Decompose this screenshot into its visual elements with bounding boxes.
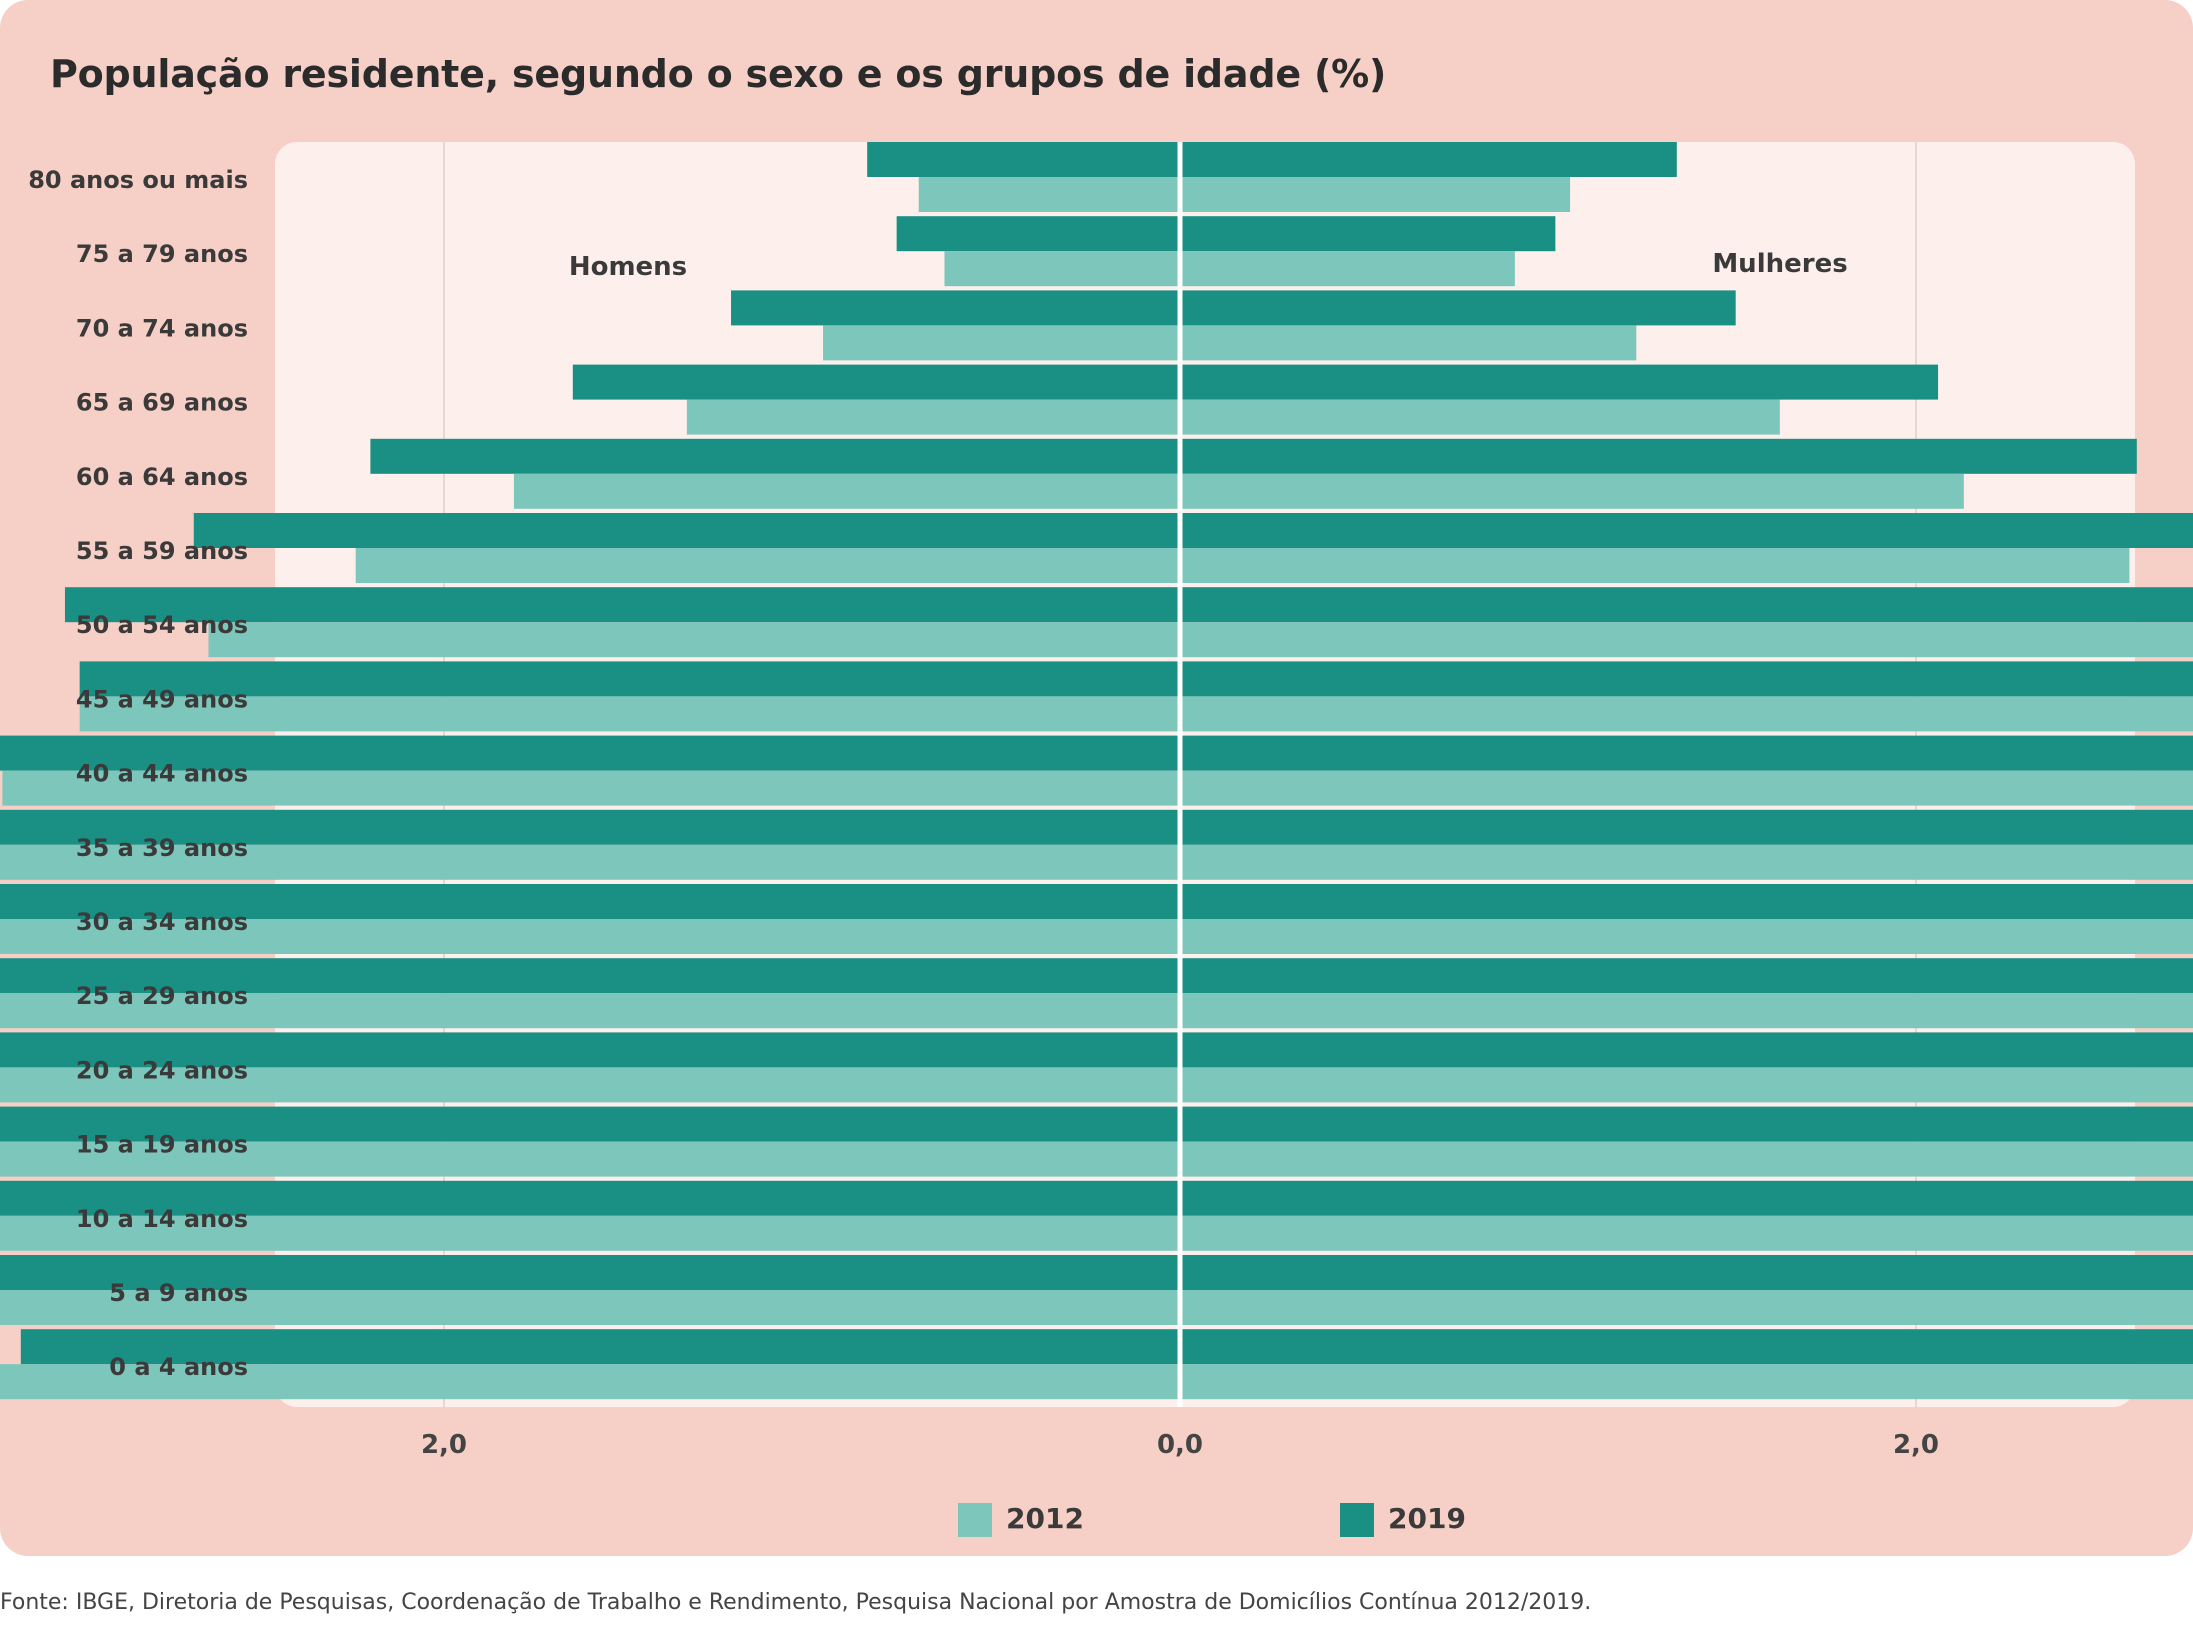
bar-2019-mulheres [1180, 1032, 2193, 1068]
bar-2019-homens [0, 958, 1181, 994]
bar-2012-homens [0, 844, 1180, 880]
group-label-homens: Homens [569, 252, 687, 282]
bar-2012-mulheres [1180, 1141, 2193, 1177]
bar-2019-homens [193, 513, 1180, 548]
bar-2012-mulheres [1180, 1215, 2193, 1251]
legend-label-2012: 2012 [1006, 1502, 1084, 1535]
bar-2012-homens [208, 622, 1181, 658]
bar-2019-homens [0, 809, 1181, 845]
population-pyramid-chart: 80 anos ou mais 75 a 79 anos 70 a 74 anos 6… [0, 142, 2193, 1537]
bar-2019-homens [896, 216, 1180, 252]
bar-2019-mulheres [1180, 513, 2193, 548]
age-group-label: 60 a 64 anos [76, 463, 248, 491]
age-group-label: 40 a 44 anos [76, 760, 248, 788]
bar-2019-homens [0, 1180, 1180, 1216]
age-group-label: 30 a 34 anos [76, 908, 248, 936]
bar-2012-mulheres [1180, 844, 2193, 880]
x-tick-label: 2,0 [421, 1430, 467, 1460]
bar-2019-homens [867, 142, 1180, 177]
bar-2012-mulheres [1180, 622, 2193, 658]
source-note: Fonte: IBGE, Diretoria de Pesquisas, Coo… [0, 1590, 1592, 1615]
bar-2012-homens [0, 1067, 1180, 1103]
age-group-label: 50 a 54 anos [76, 611, 248, 639]
bar-2012-homens [686, 399, 1180, 435]
bar-2012-homens [0, 1141, 1181, 1177]
bar-2012-mulheres [1180, 770, 2193, 806]
bar-2012-mulheres [1180, 1290, 2193, 1325]
bar-2019-mulheres [1180, 884, 2193, 919]
bar-2019-homens [64, 587, 1181, 623]
bar-2019-homens [731, 290, 1180, 326]
age-group-label: 35 a 39 anos [76, 834, 248, 862]
bar-2012-mulheres [1180, 548, 2130, 583]
bar-2019-homens [0, 884, 1180, 919]
bar-2012-mulheres [1180, 1364, 2193, 1400]
bar-2012-mulheres [1180, 1067, 2193, 1103]
bar-2019-mulheres [1180, 809, 2193, 845]
bar-2012-homens [0, 1215, 1180, 1251]
bar-2019-mulheres [1180, 735, 2193, 771]
bar-2012-homens [944, 251, 1180, 287]
age-group-label: 15 a 19 anos [76, 1131, 248, 1159]
bar-2012-homens [0, 993, 1181, 1029]
bar-2012-mulheres [1180, 399, 1780, 435]
age-group-label: 75 a 79 anos [76, 240, 248, 268]
age-group-label: 65 a 69 anos [76, 389, 248, 417]
bar-2012-mulheres [1180, 177, 1571, 212]
legend-swatch-2019 [1340, 1503, 1374, 1537]
age-group-label: 45 a 49 anos [76, 685, 248, 713]
bar-2012-homens [0, 1290, 1180, 1325]
bar-2012-homens [0, 1364, 1180, 1400]
bar-2019-mulheres [1180, 958, 2193, 994]
age-group-label: 80 anos ou mais [28, 166, 248, 194]
bar-2019-mulheres [1180, 661, 2193, 697]
bar-2012-mulheres [1180, 325, 1637, 361]
bar-2019-mulheres [1180, 364, 1939, 400]
bar-2019-mulheres [1180, 1180, 2193, 1216]
bar-2019-homens [370, 438, 1180, 474]
bar-2012-homens [79, 696, 1180, 732]
bar-2012-homens [513, 473, 1180, 509]
age-group-label: 20 a 24 anos [76, 1056, 248, 1084]
bar-2019-mulheres [1180, 1106, 2193, 1142]
bar-2012-homens [918, 177, 1180, 212]
bar-2012-homens [2, 770, 1180, 806]
x-tick-label: 2,0 [1893, 1430, 1939, 1460]
bar-2019-homens [79, 661, 1180, 697]
x-tick-label: 0,0 [1157, 1430, 1203, 1460]
chart-card: População residente, segundo o sexo e os… [0, 0, 2193, 1556]
bar-2012-homens [0, 919, 1181, 954]
age-group-label: 25 a 29 anos [76, 982, 248, 1010]
age-group-label: 10 a 14 anos [76, 1205, 248, 1233]
bar-2012-homens [823, 325, 1180, 361]
chart-title: População residente, segundo o sexo e os… [50, 52, 1387, 96]
group-label-mulheres: Mulheres [1712, 249, 1847, 279]
bar-2019-mulheres [1180, 290, 1736, 326]
bar-2019-mulheres [1180, 438, 2137, 474]
bar-2012-mulheres [1180, 993, 2193, 1029]
age-group-label: 5 a 9 anos [109, 1279, 248, 1307]
legend-label-2019: 2019 [1388, 1502, 1466, 1535]
bar-2012-mulheres [1180, 919, 2193, 954]
bar-2019-homens [0, 1106, 1181, 1142]
bar-2019-homens [20, 1329, 1180, 1365]
bar-2019-mulheres [1180, 587, 2193, 623]
bar-2019-homens [572, 364, 1180, 400]
bar-2019-mulheres [1180, 1255, 2193, 1290]
bar-2019-mulheres [1180, 1329, 2193, 1365]
bar-2012-mulheres [1180, 251, 1515, 287]
age-group-label: 70 a 74 anos [76, 314, 248, 342]
bar-2012-mulheres [1180, 473, 1964, 509]
bar-2019-homens [0, 1255, 1180, 1290]
bar-2019-homens [0, 735, 1181, 771]
bar-2019-homens [0, 1032, 1180, 1068]
age-group-label: 55 a 59 anos [76, 537, 248, 565]
bar-2019-mulheres [1180, 216, 1556, 252]
bar-2012-mulheres [1180, 696, 2193, 732]
legend-swatch-2012 [958, 1503, 992, 1537]
bar-2019-mulheres [1180, 142, 1677, 177]
age-group-label: 0 a 4 anos [109, 1353, 248, 1381]
bar-2012-homens [355, 548, 1180, 583]
